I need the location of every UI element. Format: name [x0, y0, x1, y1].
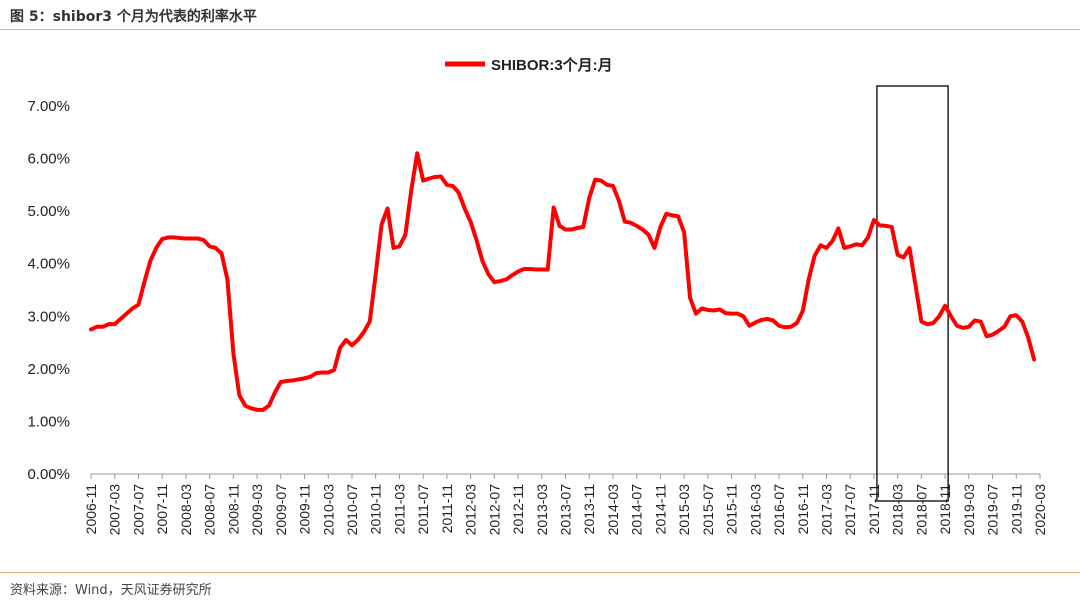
x-tick-label: 2015-03 — [676, 484, 692, 536]
x-tick-label: 2010-07 — [344, 484, 360, 536]
y-tick-label: 6.00% — [27, 151, 70, 168]
x-tick-label: 2011-07 — [415, 484, 431, 535]
x-tick-label: 2014-11 — [652, 484, 668, 535]
legend-label: SHIBOR:3个月:月 — [491, 56, 613, 74]
footer-divider — [0, 572, 1080, 573]
y-tick-label: 7.00% — [27, 98, 70, 115]
y-tick-label: 1.00% — [27, 413, 70, 430]
x-tick-label: 2013-11 — [581, 484, 597, 535]
x-tick-label: 2007-03 — [107, 484, 123, 536]
x-tick-label: 2012-11 — [510, 484, 526, 535]
x-tick-label: 2018-03 — [890, 484, 906, 536]
line-chart: SHIBOR:3个月:月 0.00% 1.00% 2.00% 3.00% 4.00% 5.… — [27, 56, 1048, 536]
x-tick-label: 2017-03 — [818, 484, 834, 536]
chart-legend: SHIBOR:3个月:月 — [445, 56, 613, 74]
x-tick-label: 2014-03 — [605, 484, 621, 536]
figure-title: 图 5：shibor3 个月为代表的利率水平 — [10, 9, 257, 25]
x-tick-label: 2008-11 — [225, 484, 241, 535]
x-tick-label: 2013-07 — [558, 484, 574, 536]
x-tick-label: 2019-11 — [1008, 484, 1024, 535]
y-tick-label: 3.00% — [27, 308, 70, 325]
x-tick-label: 2013-03 — [534, 484, 550, 536]
x-tick-label: 2008-03 — [178, 484, 194, 536]
y-tick-label: 2.00% — [27, 361, 70, 378]
x-tick-label: 2011-11 — [439, 484, 455, 534]
x-tick-label: 2020-03 — [1032, 484, 1048, 536]
x-tick-label: 2015-11 — [724, 484, 740, 535]
title-divider — [0, 29, 1080, 30]
y-tick-label: 0.00% — [27, 466, 70, 483]
x-tick-label: 2011-03 — [391, 484, 407, 535]
x-tick-label: 2019-07 — [985, 484, 1001, 536]
x-tick-label: 2018-07 — [913, 484, 929, 536]
x-tick-label: 2012-07 — [486, 484, 502, 536]
x-tick-label: 2007-07 — [130, 484, 146, 536]
x-tick-label: 2012-03 — [463, 484, 479, 536]
x-tick-label: 2017-07 — [842, 484, 858, 536]
x-tick-label: 2015-07 — [700, 484, 716, 536]
x-tick-label: 2017-11 — [866, 484, 882, 535]
x-tick-label: 2008-07 — [202, 484, 218, 536]
y-tick-label: 4.00% — [27, 256, 70, 273]
series-line-shibor-3m — [89, 151, 1037, 412]
x-tick-label: 2009-11 — [297, 484, 313, 535]
x-tick-label: 2009-07 — [273, 484, 289, 536]
x-axis: 2006-11 2007-03 2007-07 2007-11 2008-03 2008-… — [83, 473, 1048, 536]
x-tick-label: 2009-03 — [249, 484, 265, 536]
plot-area — [89, 85, 1037, 502]
y-tick-label: 5.00% — [27, 203, 70, 220]
x-tick-label: 2016-07 — [771, 484, 787, 536]
x-tick-label: 2006-11 — [83, 484, 99, 535]
x-tick-label: 2010-11 — [368, 484, 384, 535]
x-tick-label: 2016-03 — [747, 484, 763, 536]
x-tick-label: 2019-03 — [961, 484, 977, 536]
source-note: 资料来源：Wind，天风证券研究所 — [10, 583, 212, 598]
x-tick-label: 2007-11 — [154, 484, 170, 535]
y-axis: 0.00% 1.00% 2.00% 3.00% 4.00% 5.00% 6.00% 7.00% — [27, 98, 70, 483]
x-tick-label: 2016-11 — [795, 484, 811, 535]
x-tick-label: 2010-03 — [320, 484, 336, 536]
x-tick-label: 2014-07 — [629, 484, 645, 536]
x-tick-label: 2018-11 — [937, 484, 953, 535]
highlight-box — [876, 85, 949, 502]
